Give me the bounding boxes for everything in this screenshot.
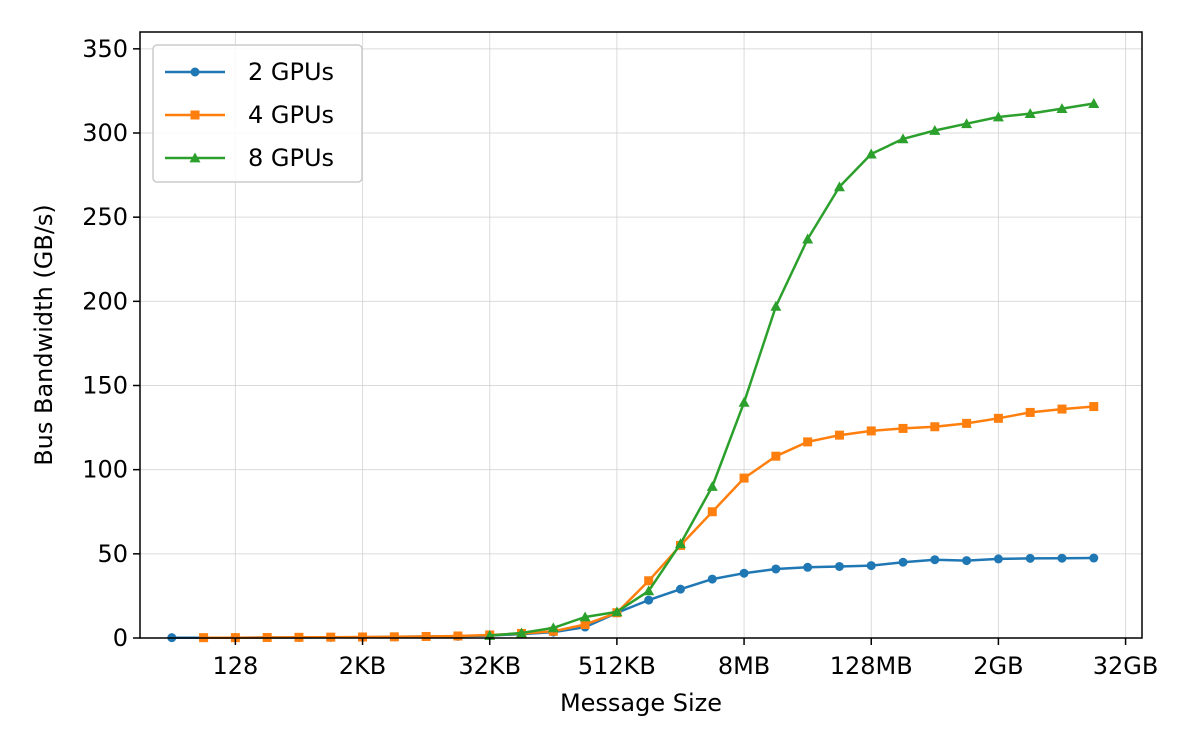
data-point xyxy=(1025,407,1035,417)
data-point xyxy=(834,561,844,571)
data-point xyxy=(961,118,973,129)
data-point xyxy=(1025,553,1035,563)
legend: 2 GPUs 4 GPUs 8 GPUs xyxy=(152,44,363,183)
x-tick-label: 8MB xyxy=(718,652,770,680)
x-tick-label: 128 xyxy=(212,652,258,680)
data-point xyxy=(993,413,1003,423)
data-point xyxy=(866,426,876,436)
y-tick-label: 100 xyxy=(82,456,128,484)
x-axis-title: Message Size xyxy=(560,689,722,717)
y-tick-label: 300 xyxy=(82,119,128,147)
y-tick-label: 350 xyxy=(82,35,128,63)
y-axis-title: Bus Bandwidth (GB/s) xyxy=(30,204,58,466)
data-point xyxy=(675,584,685,594)
data-point xyxy=(992,111,1004,122)
data-point xyxy=(547,622,559,633)
legend-box xyxy=(152,44,363,183)
data-point xyxy=(739,568,749,578)
x-tick-label: 2KB xyxy=(339,652,386,680)
data-point xyxy=(706,481,718,491)
series-2 xyxy=(199,402,1099,643)
data-point xyxy=(897,133,909,144)
data-point xyxy=(611,606,623,617)
data-point xyxy=(1089,402,1099,412)
data-point xyxy=(930,555,940,565)
data-point xyxy=(866,561,876,571)
data-point xyxy=(1057,553,1067,563)
data-point xyxy=(643,585,655,596)
data-point xyxy=(389,632,399,642)
grid xyxy=(140,32,1142,639)
y-tick-label: 50 xyxy=(97,540,128,568)
legend-label: 4 GPUs xyxy=(248,101,334,129)
legend-marker xyxy=(189,152,201,163)
x-tick-label: 32KB xyxy=(458,652,521,680)
data-point xyxy=(962,418,972,428)
data-point xyxy=(770,300,782,311)
data-point xyxy=(707,507,717,517)
data-point xyxy=(421,631,431,641)
data-point xyxy=(930,422,940,432)
axes: 0 50 100 150 200 250 300 350 128 2KB 32KB 512KB 8MB 1… xyxy=(82,35,1158,680)
data-point xyxy=(1089,553,1099,563)
data-point xyxy=(1088,98,1100,108)
data-point xyxy=(674,538,686,549)
data-point xyxy=(738,396,750,407)
data-point xyxy=(1057,404,1067,414)
data-point xyxy=(929,124,941,135)
series-3 xyxy=(484,98,1100,640)
data-point xyxy=(771,564,781,574)
y-tick-label: 250 xyxy=(82,203,128,231)
data-point xyxy=(803,437,813,447)
plot-area-frame xyxy=(139,31,1143,639)
data-point xyxy=(898,557,908,567)
data-point xyxy=(707,574,717,584)
y-tick-label: 0 xyxy=(113,624,128,652)
data-point xyxy=(739,473,749,483)
data-point xyxy=(580,620,590,630)
data-point xyxy=(771,451,781,461)
data-point xyxy=(644,576,654,586)
legend-entry: 4 GPUs xyxy=(165,101,334,129)
legend-label: 8 GPUs xyxy=(248,144,334,172)
data-point xyxy=(1024,108,1036,119)
x-tick-label: 512KB xyxy=(578,652,656,680)
x-tick-label: 2GB xyxy=(973,652,1023,680)
data-point xyxy=(1056,103,1068,113)
data-point xyxy=(358,632,368,642)
y-tick-label: 200 xyxy=(82,287,128,315)
data-point xyxy=(865,148,877,159)
data-point xyxy=(993,554,1003,564)
legend-label: 2 GPUs xyxy=(248,58,334,86)
data-point xyxy=(834,430,844,440)
data-point xyxy=(802,233,814,244)
x-tick-label: 32GB xyxy=(1093,652,1159,680)
data-point xyxy=(516,627,528,638)
legend-marker xyxy=(190,110,200,120)
data-point xyxy=(453,631,463,641)
data-point xyxy=(644,595,654,605)
data-point xyxy=(326,632,336,642)
y-tick-label: 150 xyxy=(82,372,128,400)
legend-marker xyxy=(190,67,200,77)
x-tick-label: 128MB xyxy=(830,652,913,680)
data-point xyxy=(962,556,972,566)
series-layer xyxy=(167,98,1100,643)
data-point xyxy=(579,611,591,622)
data-point xyxy=(898,423,908,433)
series-line xyxy=(489,102,1094,637)
legend-entry: 2 GPUs xyxy=(165,58,334,86)
legend-entry: 8 GPUs xyxy=(165,144,334,172)
data-point xyxy=(833,181,845,192)
data-point xyxy=(803,562,813,572)
